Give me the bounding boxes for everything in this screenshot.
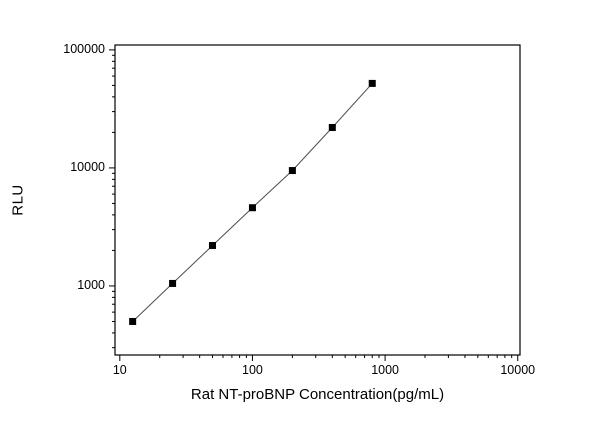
x-tick-label: 10: [113, 363, 127, 377]
data-point-marker: [248, 204, 256, 212]
y-axis-label: RLU: [9, 184, 27, 216]
plot-frame: [114, 44, 521, 356]
x-tick-label: 10000: [500, 363, 535, 377]
data-point-marker: [288, 167, 296, 175]
y-tick-label: 100000: [63, 42, 105, 56]
data-point-marker: [368, 79, 376, 87]
data-point-marker: [129, 317, 137, 325]
y-tick-label: 1000: [77, 278, 105, 292]
x-tick-label: 100: [242, 363, 263, 377]
series-line: [132, 83, 373, 322]
x-tick-label: 1000: [371, 363, 399, 377]
data-point-marker: [169, 279, 177, 287]
x-axis-label: Rat NT-proBNP Concentration(pg/mL): [190, 386, 445, 403]
data-point-marker: [328, 124, 336, 132]
data-point-marker: [209, 242, 217, 250]
y-tick-label: 10000: [70, 160, 105, 174]
